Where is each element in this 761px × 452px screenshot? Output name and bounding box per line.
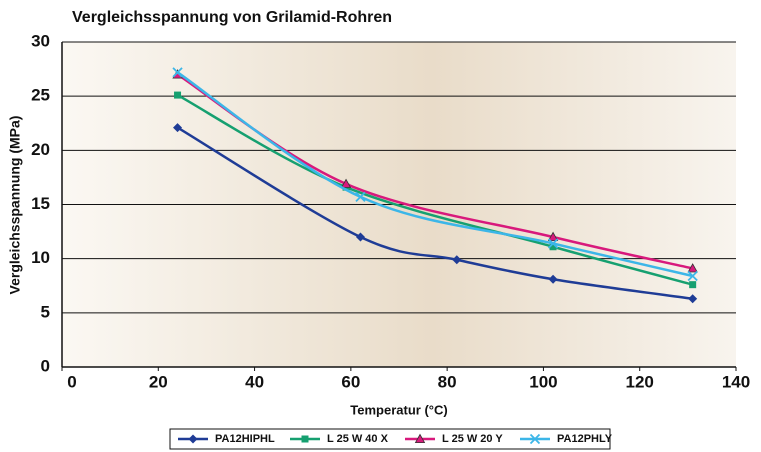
- marker: [172, 67, 183, 78]
- chart-title: Vergleichsspannung von Grilamid-Rohren: [72, 9, 392, 26]
- y-tick-label: 25: [31, 86, 50, 105]
- series-line: [176, 126, 693, 300]
- marker: [689, 281, 697, 289]
- marker: [301, 435, 309, 443]
- y-tick-label: 5: [41, 302, 50, 321]
- x-tick-label: 60: [341, 372, 360, 391]
- x-axis-label: Temperatur (°C): [350, 402, 447, 417]
- x-tick-label: 40: [245, 372, 264, 391]
- series-line: [176, 93, 693, 286]
- y-tick-label: 0: [41, 356, 50, 375]
- marker: [340, 178, 352, 188]
- marker: [452, 255, 462, 265]
- marker: [547, 231, 559, 241]
- x-tick-label: 80: [438, 372, 457, 391]
- marker: [355, 232, 365, 242]
- marker: [174, 91, 182, 99]
- legend-label: L 25 W 20 Y: [442, 433, 503, 445]
- x-tick-label: 20: [149, 372, 168, 391]
- series-line: [176, 71, 693, 278]
- marker: [548, 274, 558, 284]
- x-tick-label: 100: [529, 372, 557, 391]
- marker: [173, 123, 183, 133]
- y-tick-label: 20: [31, 140, 50, 159]
- marker: [687, 270, 698, 282]
- marker: [687, 263, 698, 273]
- marker: [549, 243, 557, 251]
- x-tick-label: 120: [626, 372, 654, 391]
- y-axis-label: Vergleichsspannung (MPa): [7, 116, 23, 295]
- y-tick-label: 10: [31, 248, 50, 267]
- marker: [414, 433, 426, 443]
- legend-label: PA12HIPHL: [215, 433, 275, 445]
- y-tick-label: 15: [31, 194, 50, 213]
- x-tick-label: 140: [722, 372, 750, 391]
- marker: [547, 238, 559, 249]
- legend-label: L 25 W 40 X: [327, 433, 389, 445]
- legend-label: PA12PHLY: [557, 433, 613, 445]
- marker: [355, 191, 366, 203]
- x-tick-label: 0: [67, 372, 76, 391]
- marker: [688, 294, 698, 304]
- y-tick-label: 30: [31, 31, 50, 50]
- marker: [529, 433, 541, 445]
- marker: [188, 434, 198, 444]
- legend: [169, 428, 611, 450]
